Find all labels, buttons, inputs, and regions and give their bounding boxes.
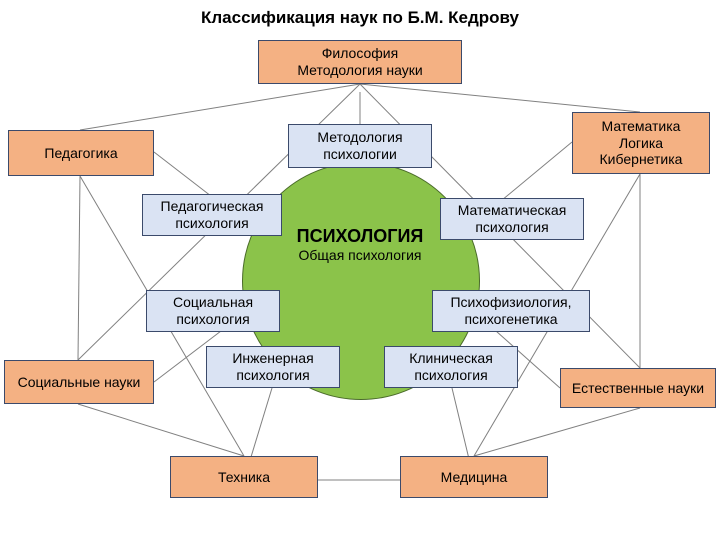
node-philosophy: Философия Методология науки (258, 40, 462, 84)
label: психология (475, 219, 548, 236)
label: Техника (218, 469, 270, 486)
label: психология (176, 311, 249, 328)
node-engineering-psy: Инженерная психология (206, 346, 340, 388)
node-methodology: Методология психологии (288, 124, 432, 168)
label: Математика (602, 118, 681, 135)
label: психологии (323, 146, 397, 163)
center-sub: Общая психология (280, 247, 440, 263)
label: Клиническая (409, 350, 493, 367)
node-natural: Естественные науки (560, 368, 716, 408)
label: Педагогическая (161, 198, 264, 215)
label: Кибернетика (600, 151, 683, 168)
label: Логика (619, 135, 663, 152)
node-pedagogical-psy: Педагогическая психология (142, 194, 282, 236)
node-math-psy: Математическая психология (440, 198, 584, 240)
center-text: ПСИХОЛОГИЯ Общая психология (280, 226, 440, 263)
label: психология (414, 367, 487, 384)
node-pedagogy: Педагогика (8, 130, 154, 176)
center-main: ПСИХОЛОГИЯ (280, 226, 440, 247)
label: психогенетика (464, 311, 557, 328)
label: Медицина (441, 469, 508, 486)
node-medicine: Медицина (400, 456, 548, 498)
node-technics: Техника (170, 456, 318, 498)
label: Социальная (173, 294, 253, 311)
label: Методология науки (297, 62, 422, 79)
label: психология (236, 367, 309, 384)
diagram-title: Классификация наук по Б.М. Кедрову (0, 8, 720, 28)
node-psychophys: Психофизиология, психогенетика (432, 290, 590, 332)
label: Методология (317, 129, 402, 146)
label: Философия (322, 45, 398, 62)
label: Математическая (458, 202, 567, 219)
label: Социальные науки (18, 374, 141, 391)
label: Педагогика (44, 145, 117, 162)
node-social-psy: Социальная психология (146, 290, 280, 332)
label: Инженерная (232, 350, 313, 367)
label: Психофизиология, (450, 294, 571, 311)
node-clinical-psy: Клиническая психология (384, 346, 518, 388)
node-math: Математика Логика Кибернетика (572, 112, 710, 174)
label: психология (175, 215, 248, 232)
label: Естественные науки (572, 380, 704, 397)
node-social: Социальные науки (4, 360, 154, 404)
